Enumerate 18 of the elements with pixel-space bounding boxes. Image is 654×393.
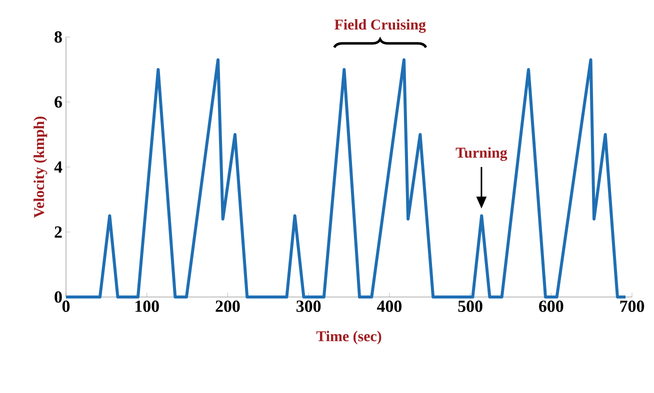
x-axis-title: Time (sec) [316,330,382,344]
y-axis-title: Velocity (kmph) [34,116,48,218]
y-tick-label: 6 [54,96,62,108]
y-tick-label: 0 [54,291,62,303]
y-tick-label: 2 [54,226,62,238]
x-tick-label: 200 [216,300,240,312]
x-tick-label: 600 [539,300,564,312]
text: Field Cruising [334,19,426,33]
x-tick-label: 700 [620,300,644,312]
y-tick-label: 8 [54,31,62,43]
y-tick-label: 4 [54,161,62,173]
x-tick-label: 500 [458,300,482,312]
x-tick-label: 300 [296,300,321,312]
line-series [64,58,628,298]
x-tick-label: 0 [62,300,70,312]
x-tick-label: 400 [376,300,402,312]
x-tick-label: 100 [136,300,159,312]
annotation: Turning [456,147,508,161]
